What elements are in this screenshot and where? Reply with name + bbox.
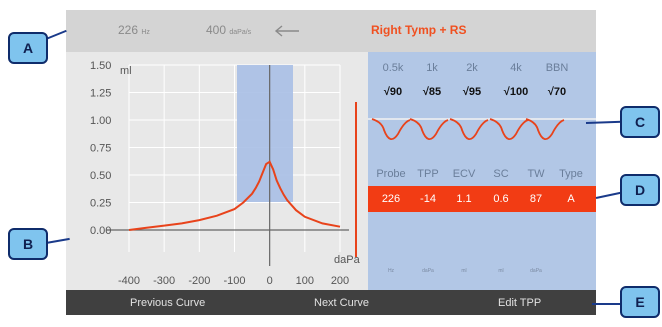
y-tick-label: 1.00: [90, 115, 111, 127]
x-tick-label: -100: [223, 275, 245, 287]
param-value: 1.1: [456, 193, 472, 205]
pressure-speed: 400 daPa/s: [206, 23, 252, 37]
bottom-bar: [66, 290, 596, 315]
reflex-trace: [489, 118, 529, 140]
reflex-header: 1k: [426, 62, 438, 74]
tympanogram-curve: [128, 160, 341, 231]
param-header: Probe: [376, 168, 406, 180]
arrow-left-icon: [274, 25, 299, 37]
param-header: ECV: [452, 168, 476, 180]
probe-frequency: 226 Hz: [118, 23, 150, 37]
x-tick-label: -200: [188, 275, 210, 287]
callout-e: E: [620, 286, 660, 318]
callout-a: A: [8, 32, 48, 64]
y-tick-label: 0.75: [90, 143, 111, 155]
x-tick-label: 200: [331, 275, 349, 287]
reflex-value: √90: [383, 86, 403, 98]
param-header: Type: [559, 168, 583, 180]
param-unit: Hz: [387, 268, 395, 274]
reflex-trace: [449, 118, 489, 140]
x-tick-label: 100: [296, 275, 314, 287]
edit-tpp-button[interactable]: Edit TPP: [498, 297, 542, 309]
x-tick-label: -400: [118, 275, 140, 287]
reflex-trace: [525, 118, 565, 140]
callout-line-c: [585, 120, 623, 124]
param-value: 0.6: [493, 193, 509, 205]
param-value: A: [567, 193, 575, 205]
callout-line-e: [592, 303, 622, 305]
previous-curve-button[interactable]: Previous Curve: [130, 297, 206, 309]
y-tick-label: 0.25: [90, 198, 111, 210]
param-unit: daPa: [530, 268, 542, 274]
x-unit-label: daPa: [334, 254, 361, 266]
results-row: [368, 186, 596, 212]
results-panel: [368, 52, 596, 290]
reflex-value: √70: [547, 86, 567, 98]
callout-b: B: [8, 228, 48, 260]
reflex-value: √95: [462, 86, 482, 98]
callout-c: C: [620, 106, 660, 138]
next-curve-button[interactable]: Next Curve: [314, 297, 370, 309]
y-tick-label: 0.50: [90, 170, 111, 182]
param-value: -14: [420, 193, 436, 205]
param-unit: ml: [461, 268, 467, 274]
reflex-header: BBN: [545, 62, 569, 74]
callout-d: D: [620, 174, 660, 206]
reflex-header: 2k: [466, 62, 478, 74]
callout-line-d: [595, 191, 622, 199]
y-unit-label: ml: [120, 65, 132, 77]
param-unit: ml: [498, 268, 504, 274]
x-tick-label: -300: [153, 275, 175, 287]
top-bar: [66, 10, 596, 52]
reflex-value: √85: [422, 86, 442, 98]
y-tick-label: 1.50: [90, 60, 111, 72]
tympanogram-chart: 1.50 1.25 1.00 0.75 0.50 0.25 0.00 -400 -300 -200…: [90, 60, 361, 287]
param-value: 226: [381, 193, 401, 205]
reflex-traces: [368, 118, 596, 140]
param-header: TW: [527, 168, 545, 180]
reflex-trace: [371, 118, 411, 140]
param-header: SC: [493, 168, 509, 180]
y-tick-label: 1.25: [90, 88, 111, 100]
tympanogram-graph: 1.50 1.25 1.00 0.75 0.50 0.25 0.00 -400 -300 -200…: [66, 52, 368, 290]
y-tick-label: 0.00: [90, 225, 111, 237]
reflex-header: 4k: [510, 62, 522, 74]
reflex-header: 0.5k: [382, 62, 404, 74]
reflex-value: √100: [503, 86, 529, 98]
param-unit: daPa: [422, 268, 434, 274]
x-tick-label: 0: [267, 275, 273, 287]
callout-line-a: [45, 29, 67, 40]
param-header: TPP: [417, 168, 439, 180]
pressure-window-band: [237, 65, 293, 202]
param-value: 87: [529, 193, 543, 205]
reflex-trace: [409, 118, 449, 140]
test-title: Right Tymp + RS: [371, 23, 467, 37]
